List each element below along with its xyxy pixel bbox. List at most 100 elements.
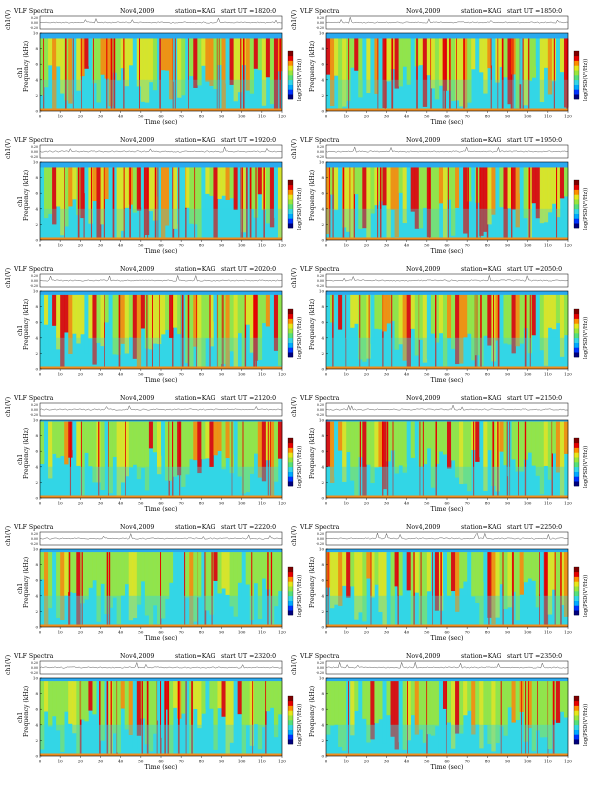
spectral-column (507, 38, 512, 105)
trace-tick-label: 0.20 (31, 16, 38, 20)
spectral-column (64, 681, 69, 712)
spectral-column (422, 167, 428, 208)
emission-streak (81, 38, 82, 111)
colorbar-segment (574, 567, 579, 573)
spectral-column (519, 294, 524, 344)
x-tick-label: 100 (524, 243, 532, 248)
y-tick-label: 6 (35, 191, 38, 196)
spectral-column (128, 38, 134, 66)
colorbar-segment (574, 347, 579, 353)
y-tick-label: 0 (321, 238, 324, 243)
spectral-column (189, 421, 194, 460)
spectral-column (92, 681, 97, 715)
x-tick-label: 40 (118, 372, 124, 377)
emission-streak (106, 38, 108, 111)
colorbar-label: log(PSD(V²/Hz)) (296, 59, 303, 101)
spectral-column (213, 421, 218, 456)
colorbar-segment (574, 70, 579, 76)
spectral-column (382, 421, 387, 490)
spectral-column (185, 294, 190, 364)
low-frequency-floor (40, 595, 282, 627)
x-tick-label: 120 (278, 372, 286, 377)
spectral-column (277, 421, 283, 459)
spectral-column (346, 552, 351, 598)
emission-streak (497, 38, 499, 111)
trace-tick-label: -0.20 (30, 671, 38, 675)
colorbar-segment (288, 481, 293, 487)
spectral-column (370, 38, 375, 102)
spectral-column (76, 681, 81, 756)
spectral-column (503, 294, 508, 344)
trace-tick-label: 0.00 (317, 666, 324, 670)
spectral-column (410, 294, 416, 329)
x-tick-label: 10 (58, 501, 64, 506)
spectral-column (531, 681, 537, 752)
spectral-column (124, 681, 130, 730)
spectral-column (406, 552, 411, 591)
spectral-column (418, 167, 424, 229)
spectral-column (60, 294, 65, 367)
colorbar-segment (574, 208, 579, 214)
spectral-column (535, 552, 541, 608)
emission-streak (456, 38, 457, 111)
spectral-column (330, 552, 335, 609)
x-tick-label: 60 (158, 630, 164, 635)
x-tick-label: 0 (325, 630, 328, 635)
emission-streak (476, 167, 478, 240)
high-frequency-band (40, 420, 282, 422)
spectral-column (483, 167, 488, 232)
x-tick-label: 100 (524, 372, 532, 377)
emission-streak (359, 421, 362, 498)
emission-streak (251, 552, 253, 627)
spectral-column (241, 167, 246, 233)
spectral-column (479, 421, 484, 458)
emission-streak (270, 552, 273, 627)
spectral-column (173, 421, 178, 477)
colorbar-segment (288, 337, 293, 343)
colorbar-segment (574, 204, 579, 210)
colorbar-segment (288, 199, 293, 205)
emission-streak (83, 167, 85, 240)
spectral-column (173, 552, 178, 588)
spectral-column (511, 681, 516, 723)
emission-streak (240, 38, 242, 111)
spectrogram-panel-12: VLF Spectra Nov4,2009 station=KAG start UT … (291, 653, 589, 771)
spectral-column (374, 38, 379, 94)
x-tick-label: 80 (199, 759, 205, 764)
spectral-column (378, 38, 383, 109)
low-frequency-floor (40, 208, 282, 240)
spectral-column (140, 681, 146, 719)
emission-streak (110, 681, 112, 756)
emission-streak (539, 552, 541, 627)
spectral-column (471, 552, 476, 597)
spectrogram-panel-3: VLF Spectra Nov4,2009 station=KAG start UT … (5, 137, 303, 255)
spectral-column (225, 421, 230, 459)
emission-streak (244, 294, 247, 369)
spectral-column (269, 167, 275, 228)
colorbar-segment (574, 342, 579, 348)
emission-streak (551, 421, 553, 498)
panel-start-time: start UT =2250:0 (507, 524, 562, 531)
x-tick-label: 50 (424, 501, 430, 506)
spectral-column (402, 552, 407, 598)
emission-streak (209, 294, 211, 369)
trace-tick-label: 0.20 (31, 661, 38, 665)
y-axis-label: Frequency (kHz) (309, 41, 316, 92)
spectral-column (326, 38, 331, 75)
spectral-column (233, 421, 238, 455)
spectral-column (241, 681, 246, 754)
colorbar-segment (574, 189, 579, 195)
x-tick-label: 40 (404, 501, 410, 506)
spectral-column (92, 294, 97, 365)
x-tick-label: 40 (404, 114, 410, 119)
spectral-column (193, 421, 198, 461)
y-tick-label: 6 (321, 578, 324, 583)
panel-start-time: start UT =2020:0 (221, 266, 276, 273)
spectral-column (165, 552, 170, 600)
colorbar-segment (288, 318, 293, 324)
spectral-column (245, 294, 251, 325)
colorbar-frame (573, 566, 580, 616)
spectral-column (491, 552, 496, 625)
spectral-column (398, 552, 403, 596)
spectral-column (181, 421, 186, 487)
